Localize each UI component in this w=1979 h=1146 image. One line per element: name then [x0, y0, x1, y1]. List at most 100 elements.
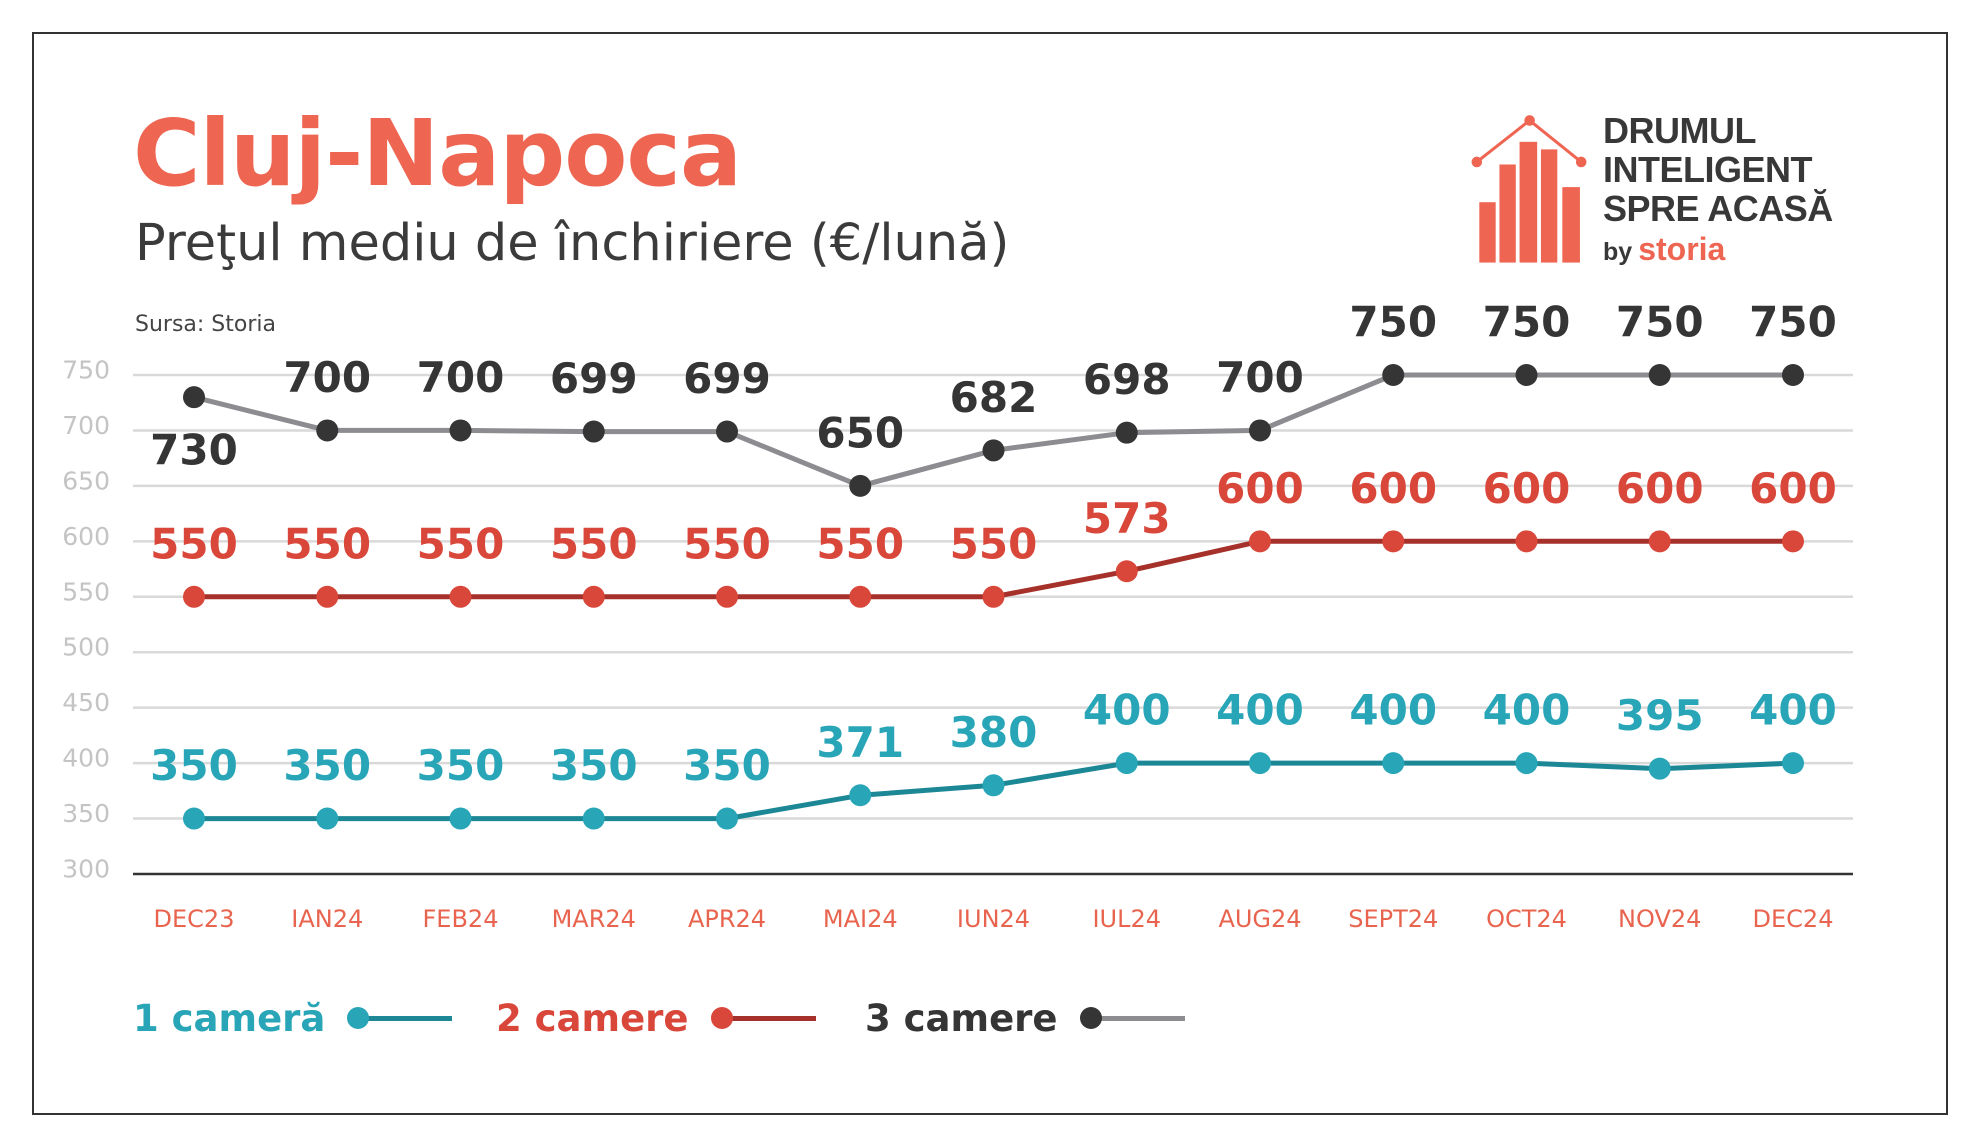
x-tick-label: APR24 — [688, 905, 766, 933]
x-tick-label: AUG24 — [1218, 905, 1301, 933]
logo-by: by — [1603, 238, 1633, 266]
data-label: 600 — [1749, 464, 1837, 513]
data-point — [1382, 752, 1405, 775]
data-point — [316, 807, 339, 830]
legend-line — [1090, 1015, 1185, 1021]
data-label: 550 — [283, 519, 371, 568]
x-tick-label: FEB24 — [423, 905, 499, 933]
logo-bar — [1519, 141, 1538, 263]
logo-text: DRUMUL INTELIGENT SPRE ACASĂ by storia — [1603, 111, 1833, 272]
data-point — [1648, 364, 1671, 386]
legend-swatch — [1079, 1007, 1185, 1029]
data-point — [1782, 530, 1804, 553]
logo-bar — [1479, 202, 1496, 263]
data-label: 350 — [683, 741, 771, 790]
data-point — [1515, 530, 1538, 553]
legend-item: 2 camere — [496, 995, 816, 1041]
y-tick-label: 300 — [62, 855, 110, 884]
data-label: 350 — [417, 741, 505, 790]
data-label: 600 — [1349, 464, 1437, 513]
data-label: 650 — [816, 408, 904, 457]
data-label: 682 — [950, 373, 1038, 422]
x-tick-label: IAN24 — [291, 905, 363, 933]
frame-border — [32, 32, 1948, 1115]
data-point — [1648, 530, 1671, 553]
data-label: 550 — [816, 519, 904, 568]
y-axis: 300 350 400 450 500 550 600 650 700 750 — [62, 356, 110, 884]
data-point — [1115, 560, 1138, 583]
y-tick-label: 650 — [62, 466, 110, 495]
data-point — [316, 419, 339, 442]
data-point — [716, 420, 738, 443]
y-tick-label: 350 — [62, 799, 110, 828]
series-3-camere: 730 700 700 699 699 650 682 698 700 750 750 750 750 — [150, 298, 1837, 497]
x-tick-label: DEC24 — [1753, 905, 1834, 933]
x-tick-label: IUN24 — [957, 905, 1030, 933]
data-point — [183, 585, 205, 608]
data-label: 600 — [1216, 464, 1304, 513]
y-tick-label: 450 — [62, 688, 110, 717]
legend-label: 3 camere — [865, 996, 1058, 1040]
data-label: 395 — [1616, 691, 1704, 740]
data-point — [716, 585, 738, 608]
data-point — [849, 474, 872, 497]
house-bar-chart-icon — [1471, 115, 1587, 263]
data-label: 750 — [1749, 298, 1837, 347]
legend-swatch — [347, 1007, 453, 1029]
data-label: 750 — [1349, 298, 1437, 347]
x-tick-label: OCT24 — [1486, 905, 1567, 933]
data-point — [183, 386, 205, 409]
data-label: 371 — [816, 718, 904, 767]
source-note: Sursa: Storia — [135, 312, 276, 337]
legend-swatch — [710, 1007, 816, 1029]
data-label: 700 — [1216, 353, 1304, 402]
y-tick-label: 500 — [62, 633, 110, 662]
data-point — [449, 807, 472, 830]
legend-label: 2 camere — [496, 996, 689, 1040]
logo-brand: storia — [1638, 231, 1726, 267]
logo-line: DRUMUL — [1603, 110, 1756, 151]
legend-dot — [710, 1007, 733, 1029]
x-axis: DEC23 IAN24 FEB24 MAR24 APR24 MAI24 IUN24 IUL24… — [154, 905, 1834, 933]
data-label: 400 — [1749, 686, 1837, 735]
data-point — [1382, 530, 1405, 553]
data-point — [582, 420, 605, 443]
roof-dot — [1471, 156, 1483, 168]
x-tick-label: MAR24 — [552, 905, 636, 933]
data-label: 380 — [950, 708, 1038, 757]
x-tick-label: IUL24 — [1092, 905, 1161, 933]
data-label: 400 — [1349, 686, 1437, 735]
data-point — [1249, 530, 1271, 553]
data-point — [582, 807, 605, 830]
logo-byline: by storia — [1603, 228, 1833, 272]
data-label: 600 — [1616, 464, 1704, 513]
data-point — [982, 585, 1005, 608]
data-label: 400 — [1083, 686, 1171, 735]
data-label: 350 — [283, 741, 371, 790]
logo-bar — [1562, 187, 1580, 263]
data-label: 700 — [283, 353, 371, 402]
data-point — [1782, 752, 1804, 775]
data-label: 550 — [550, 519, 638, 568]
data-point — [1115, 421, 1138, 444]
data-label: 750 — [1483, 298, 1571, 347]
logo-line: SPRE ACASĂ — [1603, 188, 1833, 229]
data-point — [1515, 752, 1538, 775]
data-label: 730 — [150, 426, 238, 475]
y-tick-label: 400 — [62, 744, 110, 773]
legend-line — [721, 1015, 816, 1021]
y-tick-label: 700 — [62, 411, 110, 440]
data-point — [1249, 419, 1271, 442]
data-point — [716, 807, 738, 830]
legend-item: 1 cameră — [133, 995, 453, 1041]
data-label: 350 — [150, 741, 238, 790]
data-point — [1648, 757, 1671, 780]
series-1-camera: 350 350 350 350 350 371 380 400 400 400 400 395 400 — [150, 686, 1837, 830]
legend-dot — [347, 1007, 370, 1029]
legend-item: 3 camere — [865, 995, 1185, 1041]
roof-dot — [1524, 115, 1535, 126]
roof-dot — [1575, 156, 1587, 168]
x-tick-label: SEPT24 — [1348, 905, 1438, 933]
series-2-camere: 550 550 550 550 550 550 550 573 600 600 600 600 600 — [150, 464, 1837, 608]
